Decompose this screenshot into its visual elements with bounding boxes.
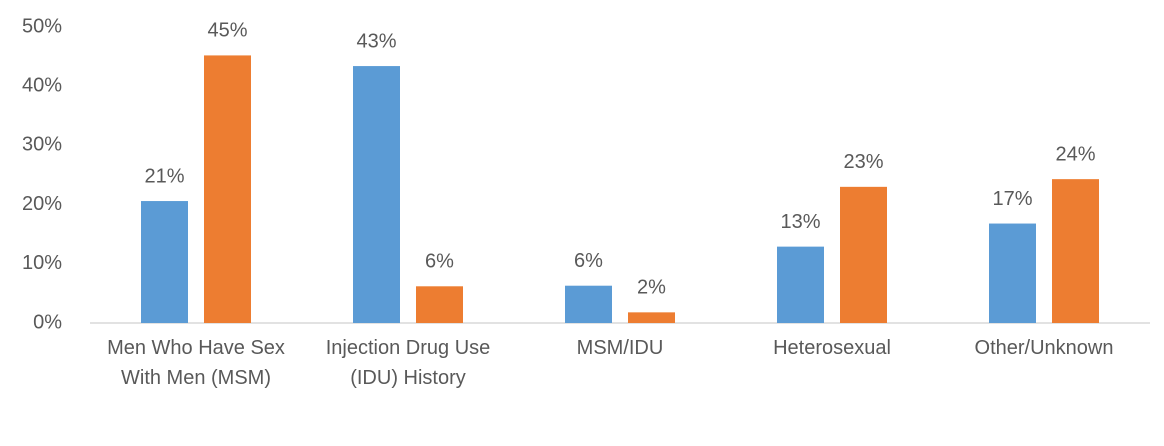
- bar: [989, 223, 1036, 323]
- data-label: 6%: [425, 251, 454, 273]
- bar: [565, 285, 612, 323]
- y-tick-label: 0%: [33, 311, 62, 333]
- y-tick-label: 20%: [22, 193, 62, 215]
- bar: [353, 66, 400, 324]
- data-label: 24%: [1055, 143, 1095, 165]
- data-label: 6%: [574, 250, 603, 272]
- data-label: 45%: [207, 20, 247, 42]
- bar: [1052, 179, 1099, 323]
- bar: [840, 186, 887, 323]
- bar: [141, 201, 188, 323]
- bar: [777, 246, 824, 323]
- x-tick-label: MSM/IDU: [576, 337, 664, 359]
- x-tick-label: Heterosexual: [773, 337, 891, 359]
- data-label: 23%: [843, 151, 883, 173]
- data-label: 21%: [144, 165, 184, 187]
- data-label: 13%: [780, 211, 820, 233]
- y-tick-label: 30%: [22, 134, 62, 156]
- x-tick-label: Injection Drug Use (IDU) History: [325, 337, 491, 389]
- data-label: 17%: [992, 188, 1032, 210]
- bar: [628, 312, 675, 323]
- y-tick-label: 40%: [22, 74, 62, 96]
- data-label: 43%: [356, 30, 396, 52]
- bar: [204, 55, 251, 323]
- data-label: 2%: [637, 277, 666, 299]
- bar: [416, 286, 463, 323]
- y-tick-label: 50%: [22, 15, 62, 37]
- x-tick-label: Other/Unknown: [974, 337, 1114, 359]
- x-tick-label: Men Who Have Sex With Men (MSM): [107, 337, 285, 389]
- y-tick-label: 10%: [22, 252, 62, 274]
